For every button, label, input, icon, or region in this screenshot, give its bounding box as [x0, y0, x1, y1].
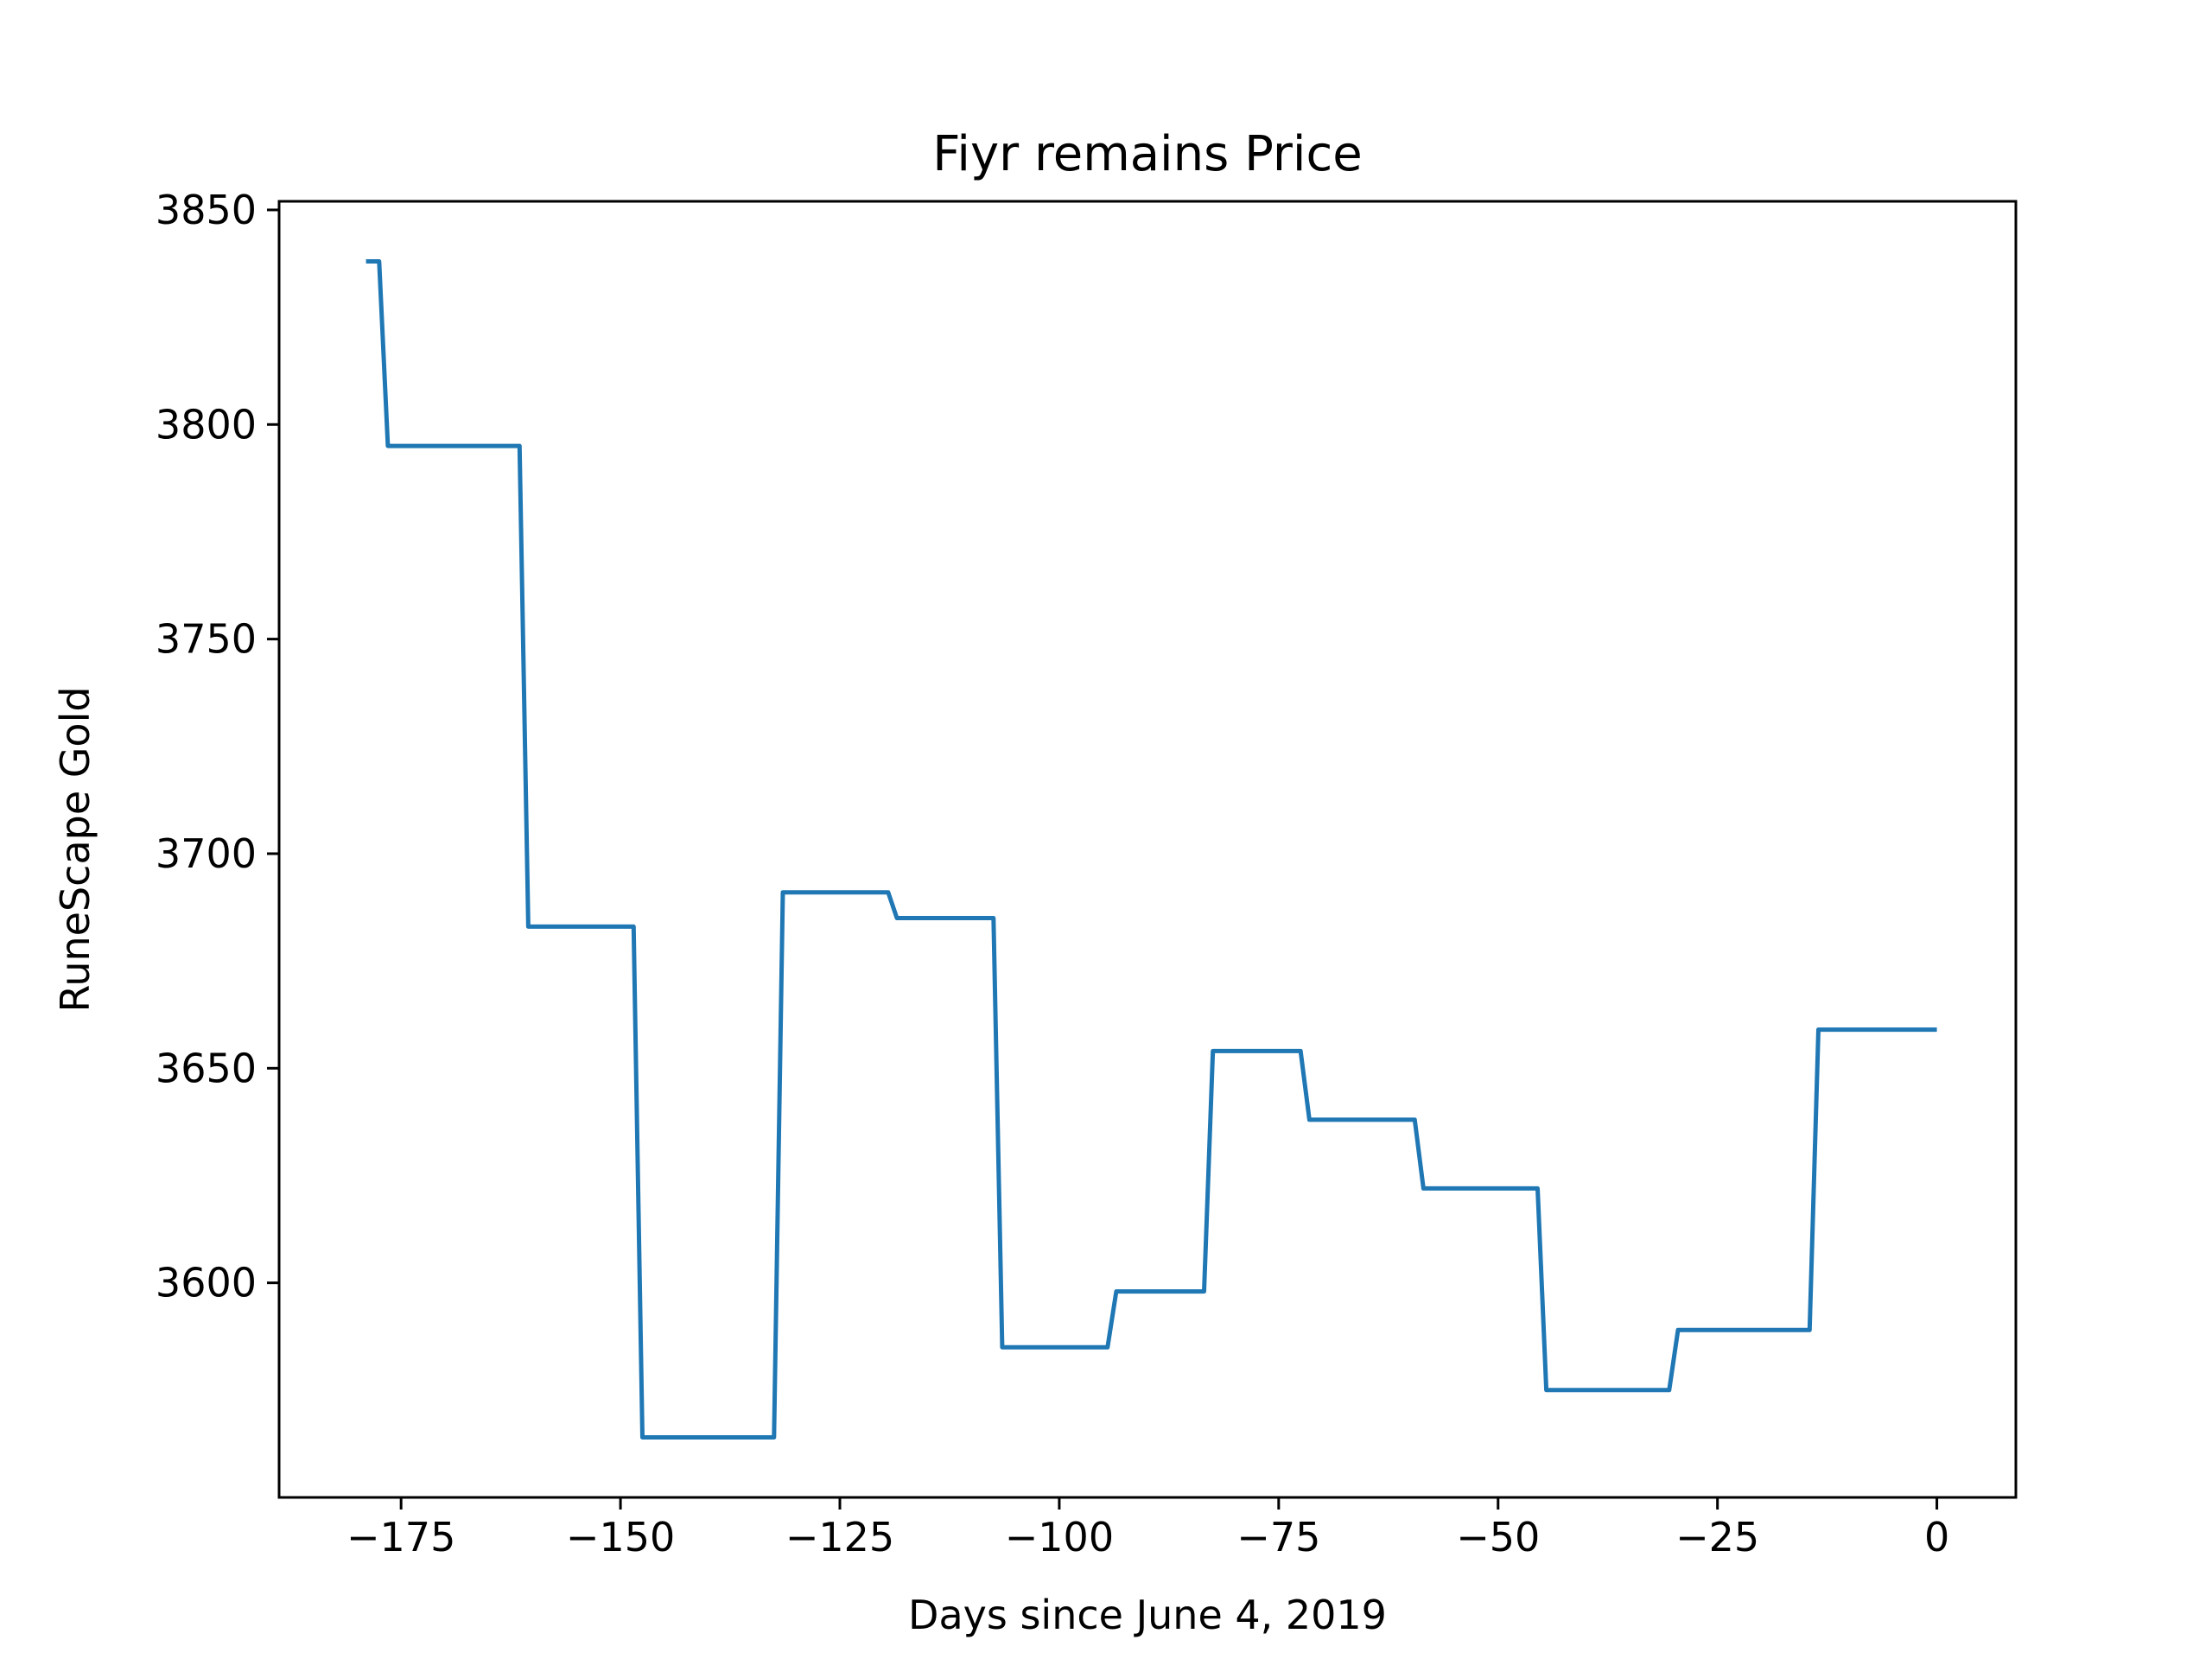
x-tick-label: −25	[1675, 1514, 1759, 1560]
x-tick-label: −175	[346, 1514, 455, 1560]
x-tick-label: −150	[566, 1514, 675, 1560]
x-tick-label: −75	[1236, 1514, 1320, 1560]
y-tick-label: 3750	[156, 616, 257, 663]
axes: −175 −150 −125 −100 −75 −50 −25 0 3600 3650 3700 37…	[156, 187, 2018, 1560]
x-tick-label: −100	[1005, 1514, 1114, 1560]
x-tick-label: 0	[1924, 1514, 1949, 1560]
y-axis-label: RuneScape Gold	[52, 686, 99, 1012]
data-series	[365, 259, 1937, 1440]
x-tick-label: −50	[1456, 1514, 1540, 1560]
y-tick-label: 3800	[156, 401, 257, 448]
chart-title: Fiyr remains Price	[932, 126, 1362, 182]
y-tick-label: 3850	[156, 187, 257, 233]
plot-frame	[277, 200, 2018, 1499]
y-tick-label: 3700	[156, 830, 257, 877]
y-tick-label: 3650	[156, 1045, 257, 1091]
y-tick-label: 3600	[156, 1260, 257, 1306]
x-axis-label: Days since June 4, 2019	[908, 1592, 1387, 1638]
x-tick-label: −125	[785, 1514, 894, 1560]
price-series-line	[365, 259, 1937, 1440]
